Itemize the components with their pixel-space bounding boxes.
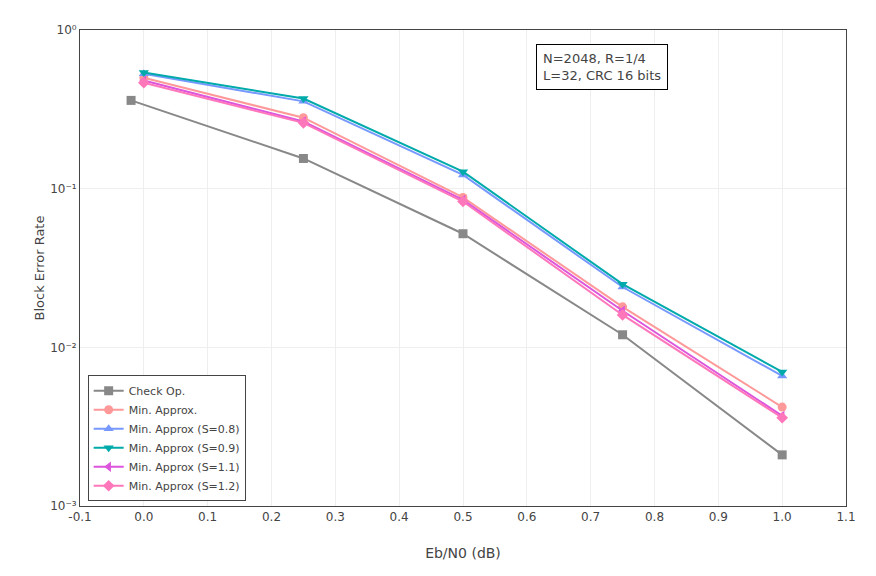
svg-text:10⁻²: 10⁻² [50,341,77,355]
svg-text:0.3: 0.3 [326,510,345,524]
svg-text:Check Op.: Check Op. [129,385,185,398]
svg-text:Min. Approx (S=1.2): Min. Approx (S=1.2) [129,480,240,493]
svg-text:0.4: 0.4 [390,510,409,524]
svg-text:Eb/N0 (dB): Eb/N0 (dB) [425,545,501,561]
svg-text:0.8: 0.8 [645,510,664,524]
svg-text:Block Error Rate: Block Error Rate [32,216,47,321]
svg-text:Min. Approx.: Min. Approx. [129,404,198,417]
svg-text:Min. Approx (S=0.9): Min. Approx (S=0.9) [129,442,240,455]
svg-text:1.1: 1.1 [836,510,855,524]
svg-text:0.5: 0.5 [453,510,472,524]
svg-text:0.0: 0.0 [134,510,153,524]
svg-text:10⁻³: 10⁻³ [50,499,77,513]
svg-text:0.6: 0.6 [517,510,536,524]
svg-text:N=2048, R=1/4L=32, CRC 16 bits: N=2048, R=1/4L=32, CRC 16 bits [543,51,661,83]
svg-text:0.9: 0.9 [709,510,728,524]
svg-text:-0.1: -0.1 [68,510,91,524]
svg-text:Min. Approx (S=1.1): Min. Approx (S=1.1) [129,461,240,474]
svg-text:0.1: 0.1 [198,510,217,524]
svg-text:1.0: 1.0 [773,510,792,524]
svg-text:Min. Approx (S=0.8): Min. Approx (S=0.8) [129,423,240,436]
svg-text:10⁰: 10⁰ [57,23,77,37]
svg-text:0.7: 0.7 [581,510,600,524]
svg-text:0.2: 0.2 [262,510,281,524]
svg-text:10⁻¹: 10⁻¹ [50,182,77,196]
